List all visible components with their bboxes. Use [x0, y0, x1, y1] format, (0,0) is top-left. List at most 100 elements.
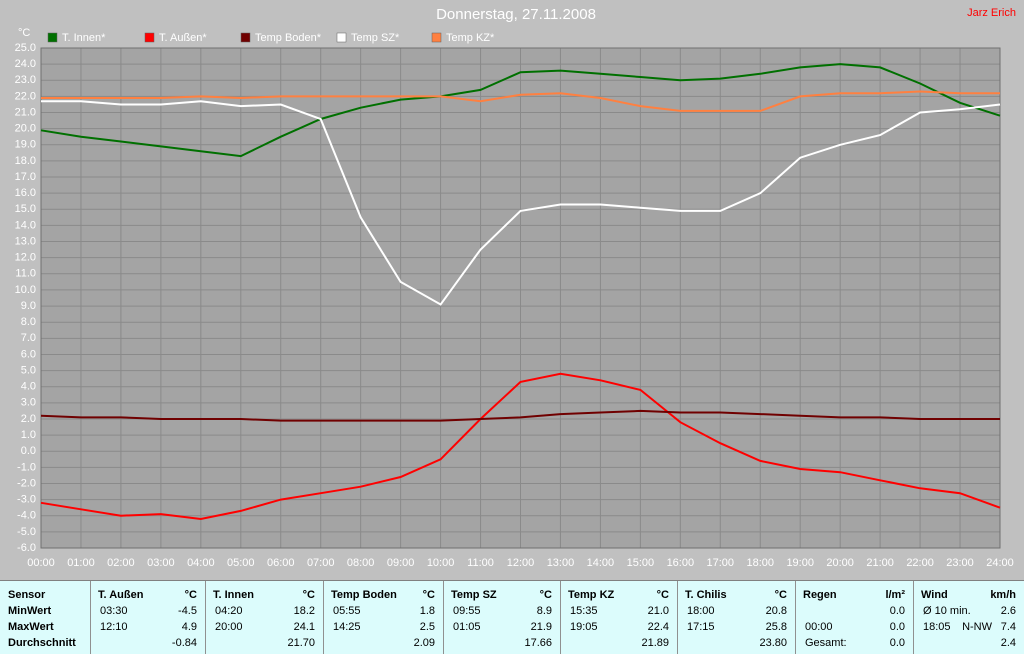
chart-title: Donnerstag, 27.11.2008: [436, 6, 596, 23]
cell-time: 05:55: [333, 605, 361, 617]
cell-time: 14:25: [333, 621, 361, 633]
row-label: MinWert: [8, 605, 52, 617]
cell-value: 8.9: [536, 605, 552, 617]
y-tick-label: -1.0: [17, 461, 36, 473]
cell-value: -0.84: [171, 637, 197, 649]
y-tick-label: -6.0: [17, 542, 36, 554]
y-tick-label: 14.0: [15, 219, 36, 231]
cell-time: Ø 10 min.: [923, 605, 971, 617]
y-tick-label: 15.0: [15, 203, 36, 215]
column-header: Temp Boden: [331, 589, 397, 601]
legend-swatch: [240, 32, 251, 43]
y-tick-label: 23.0: [15, 74, 36, 86]
column-header: T. Innen: [213, 589, 254, 601]
cell-value: -4.5: [178, 605, 197, 617]
x-tick-label: 21:00: [866, 557, 894, 569]
y-tick-label: 8.0: [21, 316, 36, 328]
y-tick-label: 22.0: [15, 90, 36, 102]
row-label: Durchschnitt: [8, 637, 76, 649]
y-tick-label: 25.0: [15, 42, 36, 54]
x-tick-label: 06:00: [267, 557, 295, 569]
y-tick-label: 2.0: [21, 413, 36, 425]
column-separator: [560, 581, 561, 654]
x-tick-label: 04:00: [187, 557, 215, 569]
y-tick-label: 1.0: [21, 429, 36, 441]
y-tick-label: 3.0: [21, 397, 36, 409]
cell-value: 18.2: [293, 605, 315, 617]
x-tick-label: 12:00: [507, 557, 535, 569]
x-tick-label: 07:00: [307, 557, 335, 569]
plot-border: [40, 47, 1001, 549]
summary-table: Sensor MinWert MaxWert Durchschnitt T. Außen…: [0, 580, 1024, 654]
cell-value: 7.4: [1000, 621, 1016, 633]
cell-value: 2.4: [1000, 637, 1016, 649]
cell-time: Gesamt:: [805, 637, 847, 649]
column-header: T. Außen: [98, 589, 144, 601]
y-tick-label: 20.0: [15, 123, 36, 135]
x-tick-label: 10:00: [427, 557, 455, 569]
cell-value: 25.8: [765, 621, 787, 633]
cell-value: 20.8: [765, 605, 787, 617]
y-tick-label: 18.0: [15, 155, 36, 167]
cell-value: 21.0: [647, 605, 669, 617]
cell-value: 2.09: [413, 637, 435, 649]
y-tick-label: -5.0: [17, 526, 36, 538]
column-header: Regen: [803, 589, 837, 601]
y-tick-label: 13.0: [15, 235, 36, 247]
column-separator: [90, 581, 91, 654]
x-tick-label: 18:00: [746, 557, 774, 569]
x-tick-label: 01:00: [67, 557, 95, 569]
y-tick-label: 12.0: [15, 252, 36, 264]
y-tick-label: 21.0: [15, 106, 36, 118]
cell-time: 17:15: [687, 621, 715, 633]
x-tick-label: 23:00: [946, 557, 974, 569]
x-tick-label: 22:00: [906, 557, 934, 569]
column-separator: [795, 581, 796, 654]
x-tick-label: 20:00: [826, 557, 854, 569]
column-unit: °C: [539, 589, 552, 601]
x-tick-label: 14:00: [587, 557, 615, 569]
x-tick-label: 19:00: [786, 557, 814, 569]
table-corner: Sensor: [8, 589, 46, 601]
cell-time: 12:10: [100, 621, 128, 633]
legend-swatch: [431, 32, 442, 43]
y-tick-label: -2.0: [17, 477, 36, 489]
x-tick-label: 15:00: [627, 557, 655, 569]
y-tick-label: 6.0: [21, 348, 36, 360]
column-header: T. Chilis: [685, 589, 727, 601]
cell-value: 21.9: [530, 621, 552, 633]
x-tick-label: 00:00: [27, 557, 55, 569]
series-line: [40, 409, 1000, 422]
cell-time: 15:35: [570, 605, 598, 617]
column-unit: °C: [422, 589, 435, 601]
series-line: [41, 90, 1000, 112]
cell-time: 01:05: [453, 621, 481, 633]
x-tick-label: 13:00: [547, 557, 575, 569]
column-unit: °C: [656, 589, 669, 601]
y-axis-label: °C: [18, 27, 30, 39]
x-tick-label: 02:00: [107, 557, 135, 569]
y-tick-label: 7.0: [21, 332, 36, 344]
cell-value: 17.66: [524, 637, 552, 649]
y-tick-label: 17.0: [15, 171, 36, 183]
cell-value: 1.8: [419, 605, 435, 617]
legend-label: Temp SZ*: [351, 32, 400, 44]
cell-time: 04:20: [215, 605, 243, 617]
cell-time: 18:05: [923, 621, 951, 633]
column-separator: [205, 581, 206, 654]
column-separator: [323, 581, 324, 654]
x-tick-label: 16:00: [667, 557, 695, 569]
x-tick-label: 05:00: [227, 557, 255, 569]
y-tick-label: -4.0: [17, 510, 36, 522]
cell-time: 00:00: [805, 621, 833, 633]
y-tick-label: 0.0: [21, 445, 36, 457]
legend-label: Temp KZ*: [446, 32, 495, 44]
series-line: [40, 63, 1001, 158]
column-unit: km/h: [990, 589, 1016, 601]
cell-time: 19:05: [570, 621, 598, 633]
cell-value: 2.6: [1000, 605, 1016, 617]
annotation: Jarz Erich: [967, 7, 1016, 19]
chart: Donnerstag, 27.11.2008 Jarz Erich °C 25.…: [15, 6, 1016, 569]
column-separator: [677, 581, 678, 654]
row-label: MaxWert: [8, 621, 54, 633]
